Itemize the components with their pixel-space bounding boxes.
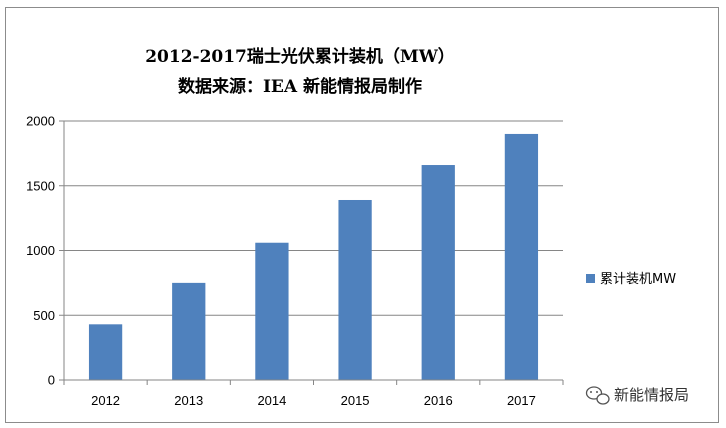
bar-2017 bbox=[504, 133, 539, 380]
bar-2012 bbox=[88, 324, 123, 380]
legend: 累计装机MW bbox=[586, 272, 676, 287]
grid-lines bbox=[64, 120, 563, 316]
bar-2014 bbox=[255, 242, 289, 380]
axes: 0 500 1000 1500 2000 2012 2013 2014 2015 2016 2017 bbox=[26, 114, 564, 408]
bar-2016 bbox=[421, 165, 455, 380]
x-tick-label: 2017 bbox=[507, 393, 536, 408]
x-tick-label: 2014 bbox=[257, 393, 286, 408]
y-tick-label: 500 bbox=[33, 308, 55, 323]
x-tick-label: 2012 bbox=[91, 393, 120, 408]
y-tick-label: 0 bbox=[48, 373, 55, 388]
chart-title: 2012-2017瑞士光伏累计装机（MW） bbox=[145, 46, 455, 67]
watermark-text: 新能情报局 bbox=[614, 386, 689, 404]
x-tick-label: 2015 bbox=[341, 393, 370, 408]
wechat-icon bbox=[585, 386, 610, 405]
x-tick-label: 2016 bbox=[424, 393, 453, 408]
x-tick-label: 2013 bbox=[174, 393, 203, 408]
y-tick-label: 1500 bbox=[26, 178, 55, 193]
legend-swatch bbox=[586, 274, 595, 283]
chart-subtitle: 数据来源：IEA 新能情报局制作 bbox=[178, 76, 422, 97]
bar-2013 bbox=[172, 282, 206, 380]
legend-label: 累计装机MW bbox=[600, 272, 676, 287]
watermark: 新能情报局 bbox=[585, 386, 689, 405]
y-tick-label: 1000 bbox=[26, 243, 55, 258]
bar-series bbox=[88, 133, 539, 380]
y-tick-label: 2000 bbox=[26, 114, 55, 129]
bar-2015 bbox=[338, 199, 372, 380]
